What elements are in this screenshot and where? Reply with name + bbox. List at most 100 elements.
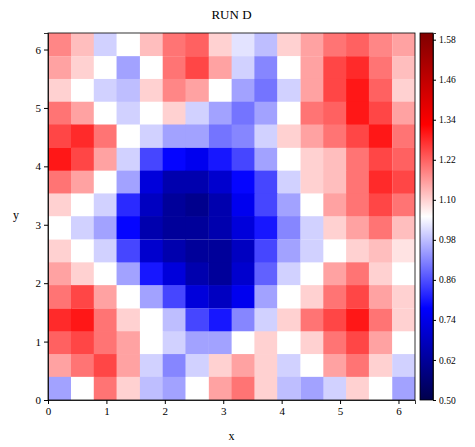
x-tick: 5 bbox=[338, 400, 344, 417]
x-tick-label: 2 bbox=[163, 405, 169, 417]
heatmap-cell bbox=[140, 148, 163, 171]
heatmap-cell bbox=[369, 354, 392, 377]
heatmap-cell bbox=[277, 56, 300, 79]
heatmap-cell bbox=[71, 285, 94, 308]
heatmap-cell bbox=[346, 171, 369, 194]
heatmap-cell bbox=[277, 33, 300, 56]
heatmap-cell bbox=[48, 102, 71, 125]
y-axis: 0123456 bbox=[36, 34, 49, 407]
heatmap-cell bbox=[94, 354, 117, 377]
heatmap-cell bbox=[48, 216, 71, 239]
heatmap-cell bbox=[163, 56, 186, 79]
heatmap-cell bbox=[392, 148, 415, 171]
heatmap-cell bbox=[301, 216, 324, 239]
heatmap-cell bbox=[277, 148, 300, 171]
colorbar-tick-label: 0.62 bbox=[439, 356, 456, 366]
heatmap-cell bbox=[71, 148, 94, 171]
heatmap-cell bbox=[94, 309, 117, 332]
heatmap-cell bbox=[94, 102, 117, 125]
heatmap-cell bbox=[277, 262, 300, 285]
heatmap-cell bbox=[209, 354, 232, 377]
y-axis-title: y bbox=[13, 208, 19, 222]
heatmap-cell bbox=[232, 171, 255, 194]
heatmap-cell bbox=[369, 331, 392, 354]
heatmap-cell bbox=[117, 216, 140, 239]
heatmap-cell bbox=[163, 262, 186, 285]
heatmap-cell bbox=[185, 216, 208, 239]
x-tick-mark bbox=[106, 400, 107, 404]
heatmap-cell bbox=[323, 240, 346, 263]
y-tick-mark bbox=[44, 400, 48, 401]
x-tick: 1 bbox=[104, 400, 110, 417]
heatmap-cell bbox=[232, 193, 255, 216]
heatmap-cell bbox=[254, 33, 277, 56]
x-tick: 0 bbox=[46, 400, 52, 417]
heatmap-cell bbox=[185, 193, 208, 216]
x-tick-label: 6 bbox=[396, 405, 402, 417]
heatmap-cell bbox=[277, 79, 300, 102]
heatmap-cell bbox=[301, 33, 324, 56]
heatmap-cell bbox=[209, 262, 232, 285]
heatmap-cell bbox=[232, 125, 255, 148]
heatmap-cell bbox=[117, 125, 140, 148]
colorbar-tick-mark bbox=[433, 40, 436, 41]
colorbar-tick-mark bbox=[433, 360, 436, 361]
heatmap-cell bbox=[94, 171, 117, 194]
heatmap-cell bbox=[163, 148, 186, 171]
y-tick-mark bbox=[44, 225, 48, 226]
heatmap-cell bbox=[254, 240, 277, 263]
heatmap-cell bbox=[232, 285, 255, 308]
heatmap-cell bbox=[346, 309, 369, 332]
heatmap-cell bbox=[301, 102, 324, 125]
y-tick: 6 bbox=[36, 44, 49, 56]
heatmap-cell bbox=[140, 216, 163, 239]
heatmap-cell bbox=[277, 171, 300, 194]
heatmap-cell bbox=[301, 331, 324, 354]
y-tick: 1 bbox=[36, 336, 49, 348]
y-tick: 0 bbox=[36, 394, 49, 406]
heatmap-cell bbox=[254, 102, 277, 125]
heatmap-cell bbox=[369, 148, 392, 171]
colorbar bbox=[420, 33, 433, 400]
heatmap-cell bbox=[48, 354, 71, 377]
heatmap-cell bbox=[71, 262, 94, 285]
heatmap-cell bbox=[232, 56, 255, 79]
x-axis: 0123456 bbox=[46, 400, 416, 417]
y-tick-mark bbox=[44, 50, 48, 51]
heatmap-cell bbox=[277, 193, 300, 216]
colorbar-tick: 1.22 bbox=[433, 155, 456, 165]
heatmap-cell bbox=[392, 56, 415, 79]
colorbar-tick-mark bbox=[433, 280, 436, 281]
colorbar-tick: 0.74 bbox=[433, 315, 456, 325]
heatmap-cell bbox=[185, 79, 208, 102]
heatmap-cell bbox=[71, 79, 94, 102]
y-axis-line bbox=[44, 34, 49, 401]
heatmap-cell bbox=[346, 240, 369, 263]
x-tick-label: 0 bbox=[46, 405, 52, 417]
heatmap-cell bbox=[117, 102, 140, 125]
colorbar-tick-mark bbox=[433, 240, 436, 241]
heatmap-cell bbox=[71, 102, 94, 125]
heatmap-cell bbox=[323, 377, 346, 400]
heatmap-cell bbox=[369, 79, 392, 102]
heatmap-cell bbox=[163, 102, 186, 125]
x-tick: 3 bbox=[221, 400, 227, 417]
heatmap-cell bbox=[369, 171, 392, 194]
heatmap-cell bbox=[346, 79, 369, 102]
heatmap-cell bbox=[254, 262, 277, 285]
heatmap-cell bbox=[392, 33, 415, 56]
heatmap-cell bbox=[209, 102, 232, 125]
heatmap-cell bbox=[117, 377, 140, 400]
heatmap-cell bbox=[369, 240, 392, 263]
heatmap-cells bbox=[48, 33, 415, 400]
heatmap-cell bbox=[185, 33, 208, 56]
heatmap-cell bbox=[369, 102, 392, 125]
heatmap-cell bbox=[185, 148, 208, 171]
heatmap-cell bbox=[346, 354, 369, 377]
heatmap-cell bbox=[392, 377, 415, 400]
heatmap-cell bbox=[254, 331, 277, 354]
heatmap-cell bbox=[209, 309, 232, 332]
heatmap-cell bbox=[117, 148, 140, 171]
heatmap-cell bbox=[392, 216, 415, 239]
heatmap-cell bbox=[232, 79, 255, 102]
